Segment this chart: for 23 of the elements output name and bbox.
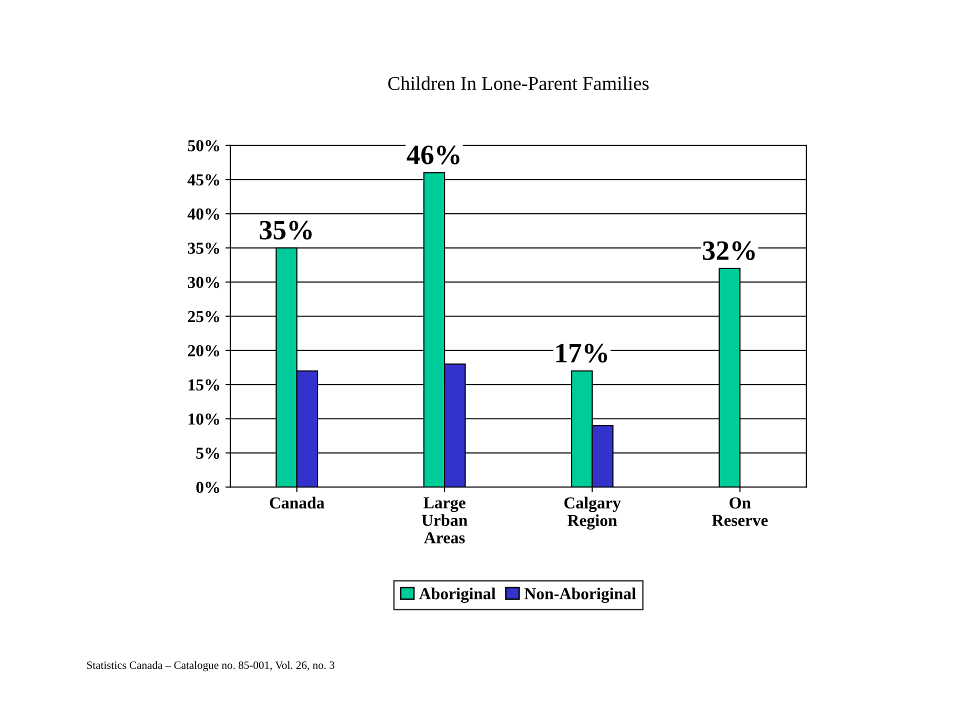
data-label: 32%: [702, 241, 755, 260]
x-tick-label: Canada: [270, 496, 324, 509]
y-tick-label: 40%: [188, 208, 220, 220]
y-tick-label: 20%: [188, 345, 220, 356]
data-label: 46%: [406, 146, 460, 164]
text: Statistics Canada – Catalogue no. 85-001, Vol. 26, no. 3: [87, 661, 334, 672]
y-tick-label: 35%: [188, 242, 220, 254]
x-tick-label: On Reserve: [712, 497, 768, 526]
y-tick-label: 0%: [196, 482, 220, 494]
data-label: 17%: [556, 344, 608, 363]
legend-label: Non-Aboriginal: [524, 588, 636, 603]
legend-label: Aboriginal: [419, 588, 496, 603]
data-label: 35%: [260, 220, 312, 240]
y-tick-label: 10%: [188, 413, 220, 425]
x-tick-label: Large Urban Areas: [422, 497, 468, 544]
y-tick-label: 5%: [196, 448, 220, 459]
y-tick-label: 30%: [188, 276, 220, 288]
y-tick-label: 25%: [188, 310, 220, 322]
y-tick-label: 50%: [188, 140, 220, 152]
chart-title: Children In Lone-Parent Families: [388, 76, 649, 90]
y-tick-label: 45%: [188, 174, 220, 186]
y-tick-label: 15%: [188, 379, 220, 391]
x-tick-label: Calgary Region: [564, 496, 621, 530]
